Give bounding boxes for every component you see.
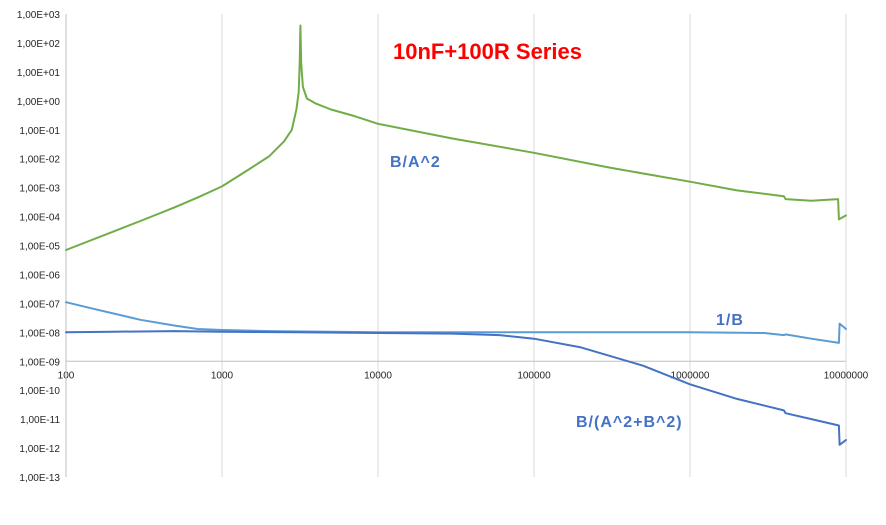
x-tick-label: 1000000	[671, 370, 710, 381]
x-tick-label: 100000	[517, 370, 551, 381]
y-tick-label: 1,00E+03	[17, 10, 61, 21]
x-tick-label: 1000	[211, 370, 234, 381]
series-line-1	[65, 24, 847, 251]
chart-title: 10nF+100R Series	[393, 39, 582, 64]
y-tick-label: 1,00E+02	[17, 39, 61, 50]
y-tick-label: 1,00E-08	[19, 328, 60, 339]
y-axis: 1,00E+03 1,00E+02 1,00E+01 1,00E+00 1,00E-01…	[17, 10, 67, 484]
series-label-b-over-a2: B/A^2	[390, 154, 441, 171]
series-label-1-over-b: 1/B	[716, 312, 744, 329]
y-tick-label: 1,00E-10	[19, 386, 60, 397]
series-line-3	[65, 330, 847, 446]
x-tick-label: 10000000	[824, 370, 869, 381]
y-tick-label: 1,00E+00	[17, 97, 61, 108]
x-tick-label: 10000	[364, 370, 392, 381]
y-tick-label: 1,00E-12	[19, 444, 60, 455]
y-tick-label: 1,00E-02	[19, 155, 60, 166]
y-tick-label: 1,00E-06	[19, 270, 60, 281]
y-tick-label: 1,00E-11	[20, 415, 60, 426]
annotations: 10nF+100R Series B/A^2 1/B B/(A^2+B^2)	[390, 39, 744, 431]
y-tick-label: 1,00E-04	[19, 213, 60, 224]
y-tick-label: 1,00E-03	[19, 184, 60, 195]
y-tick-label: 1,00E-13	[19, 473, 60, 484]
series-label-b-over-a2-plus-b2: B/(A^2+B^2)	[576, 414, 683, 431]
series-lines	[65, 24, 847, 446]
y-tick-label: 1,00E-01	[19, 126, 60, 137]
y-tick-label: 1,00E-07	[19, 299, 60, 310]
y-tick-label: 1,00E-05	[19, 242, 60, 253]
y-tick-label: 1,00E-09	[19, 357, 60, 368]
y-tick-label: 1,00E+01	[17, 68, 61, 79]
